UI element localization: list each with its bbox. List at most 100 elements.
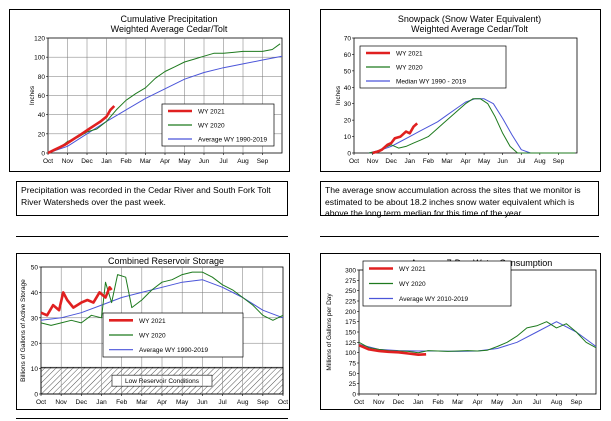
precip-xtick-label: Mar	[140, 158, 152, 165]
snow-xtick-label: Jul	[517, 158, 526, 165]
consumption-ytick-label: 275	[345, 278, 356, 285]
consumption-xtick-label: Oct	[354, 399, 364, 406]
snow-ytick-label: 0	[347, 151, 351, 158]
reservoir-ytick-label: 40	[31, 290, 39, 297]
snow-xtick-label: Oct	[349, 158, 359, 165]
reservoir-xtick-label: Dec	[76, 399, 88, 406]
snow-xtick-label: Nov	[367, 158, 379, 165]
snow-xtick-label: Sep	[553, 158, 565, 165]
consumption-chart: Average 7-Day Water Consumption025507510…	[326, 258, 597, 406]
consumption-xtick-label: Jul	[533, 399, 542, 406]
precipitation-note: Precipitation was recorded in the Cedar …	[16, 181, 288, 216]
consumption-ytick-label: 225	[345, 299, 356, 306]
precip-xtick-label: Dec	[81, 158, 93, 165]
reservoir-series-wy2020	[40, 271, 284, 326]
precip-ytick-label: 20	[38, 131, 46, 138]
precip-xtick-label: Nov	[62, 158, 74, 165]
snow-ytick-label: 50	[344, 68, 352, 75]
snow-ytick-label: 20	[344, 118, 352, 125]
consumption-legend-label-wy2021: WY 2021	[399, 266, 426, 273]
reservoir-chart-panel: Combined Reservoir Storage Low Reservoir …	[16, 253, 290, 410]
snow-legend-label-avg: Median WY 1990 - 2019	[396, 79, 466, 86]
snow-xtick-label: Dec	[385, 158, 397, 165]
precip-ytick-label: 40	[38, 112, 46, 119]
consumption-xtick-label: Nov	[373, 399, 385, 406]
reservoir-ytick-label: 30	[31, 315, 39, 322]
reservoir-xtick-label: Aug	[237, 399, 249, 406]
divider-left	[16, 236, 288, 237]
precip-ytick-label: 0	[41, 151, 45, 158]
consumption-xtick-label: May	[491, 399, 504, 406]
precip-ytick-label: 120	[34, 36, 45, 43]
precip-legend-label-wy2020: WY 2020	[198, 123, 225, 130]
reservoir-xtick-label: May	[176, 399, 189, 406]
snow-ytick-label: 10	[344, 134, 352, 141]
divider-right	[320, 236, 599, 237]
reservoir-legend-label-wy2021: WY 2021	[139, 318, 166, 325]
precip-xtick-label: Oct	[43, 158, 53, 165]
consumption-xtick-label: Jun	[512, 399, 523, 406]
reservoir-chart: Combined Reservoir Storage Low Reservoir …	[20, 256, 288, 406]
snow-ytick-label: 40	[344, 85, 352, 92]
reservoir-ytick-label: 50	[31, 265, 39, 272]
snowpack-chart: Snowpack (Snow Water Equivalent)Weighted…	[335, 14, 578, 165]
snow-series-avg	[368, 98, 576, 154]
consumption-xtick-label: Aug	[551, 399, 563, 406]
reservoir-xtick-label: Oct	[278, 399, 288, 406]
bottom-rule	[16, 418, 288, 419]
reservoir-xtick-label: Jan	[96, 399, 107, 406]
consumption-chart-panel: Average 7-Day Water Consumption025507510…	[320, 253, 601, 410]
precip-series-wy2021	[47, 105, 116, 155]
precip-xtick-label: Apr	[160, 158, 171, 165]
precipitation-chart-panel: Cumulative Precipitation Weighted Average…	[9, 9, 290, 172]
consumption-xtick-label: Sep	[570, 399, 582, 406]
snow-ylabel: Inches	[335, 85, 342, 105]
snow-xtick-label: Apr	[460, 158, 471, 165]
reservoir-legend-label-wy2020: WY 2020	[139, 333, 166, 340]
precip-series-wy2020	[47, 43, 281, 154]
reservoir-xtick-label: Apr	[157, 399, 168, 406]
snow-xtick-label: Jun	[497, 158, 508, 165]
reservoir-xtick-label: Feb	[116, 399, 128, 406]
snow-legend-label-wy2021: WY 2021	[396, 51, 423, 58]
low-reservoir-label: Low Reservoir Conditions	[125, 378, 200, 385]
snow-series-wy2021	[372, 122, 419, 155]
consumption-ytick-label: 150	[345, 330, 356, 337]
precip-ylabel: Inches	[29, 85, 36, 105]
reservoir-xtick-label: Jun	[197, 399, 208, 406]
snow-title: Snowpack (Snow Water Equivalent)	[398, 14, 541, 24]
precip-series-avg	[47, 55, 283, 154]
consumption-series-wy2021	[358, 344, 427, 356]
consumption-ytick-label: 100	[345, 350, 356, 357]
snow-xtick-label: Jan	[405, 158, 416, 165]
snowpack-note: The average snow accumulation across the…	[320, 181, 599, 218]
snow-xtick-label: May	[478, 158, 491, 165]
snow-ytick-label: 70	[344, 36, 352, 43]
snowpack-chart-panel: Snowpack (Snow Water Equivalent) Weighted…	[320, 9, 601, 172]
precip-title: Cumulative Precipitation	[120, 14, 217, 24]
reservoir-xtick-label: Nov	[55, 399, 67, 406]
snow-subtitle: Weighted Average Cedar/Tolt	[411, 24, 528, 34]
precip-xtick-label: Jun	[199, 158, 210, 165]
consumption-ytick-label: 125	[345, 340, 356, 347]
consumption-xtick-label: Feb	[432, 399, 444, 406]
consumption-legend-label-wy2020: WY 2020	[399, 281, 426, 288]
consumption-ytick-label: 300	[345, 268, 356, 275]
precip-legend-label-wy2021: WY 2021	[198, 109, 225, 116]
reservoir-series-wy2021	[40, 286, 113, 317]
precip-xtick-label: Sep	[257, 158, 269, 165]
consumption-xtick-label: Dec	[393, 399, 405, 406]
snow-legend-label-wy2020: WY 2020	[396, 65, 423, 72]
snow-ytick-label: 60	[344, 52, 352, 59]
precip-xtick-label: Jan	[101, 158, 112, 165]
snow-ytick-label: 30	[344, 101, 352, 108]
consumption-xtick-label: Jan	[413, 399, 424, 406]
snow-xtick-label: Aug	[534, 158, 546, 165]
precip-xtick-label: Jul	[219, 158, 228, 165]
precip-xtick-label: May	[178, 158, 191, 165]
precip-legend-label-avg: Average WY 1990-2019	[198, 137, 268, 144]
reservoir-ytick-label: 20	[31, 341, 39, 348]
reservoir-ytick-label: 0	[34, 392, 38, 399]
precip-ytick-label: 60	[38, 93, 46, 100]
